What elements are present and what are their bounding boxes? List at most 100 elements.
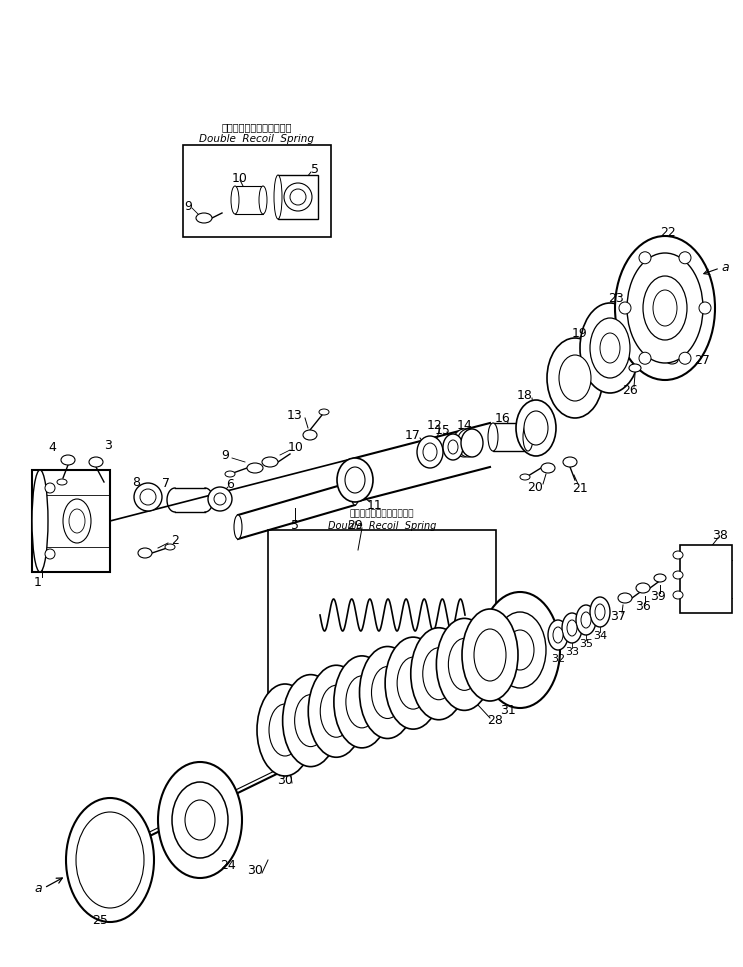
Ellipse shape: [360, 647, 415, 739]
Text: 2: 2: [171, 534, 179, 546]
Ellipse shape: [417, 436, 443, 468]
Ellipse shape: [66, 798, 154, 922]
Text: ダブルリコイルスプリング: ダブルリコイルスプリング: [350, 510, 415, 518]
Ellipse shape: [547, 338, 603, 418]
Ellipse shape: [673, 551, 683, 559]
Ellipse shape: [385, 637, 441, 729]
Ellipse shape: [524, 411, 548, 445]
Ellipse shape: [320, 686, 352, 737]
Ellipse shape: [61, 455, 75, 465]
Text: 15: 15: [435, 424, 451, 436]
Text: 30: 30: [277, 774, 293, 786]
Text: 39: 39: [650, 590, 666, 602]
Ellipse shape: [158, 762, 242, 878]
Ellipse shape: [334, 656, 390, 747]
Ellipse shape: [520, 474, 530, 480]
Ellipse shape: [581, 612, 591, 628]
Ellipse shape: [411, 628, 467, 719]
Ellipse shape: [562, 613, 582, 643]
Text: 34: 34: [593, 631, 607, 641]
Ellipse shape: [448, 638, 481, 690]
Text: 3: 3: [104, 438, 112, 452]
Ellipse shape: [523, 423, 533, 451]
Text: 18: 18: [517, 389, 533, 401]
Text: Double  Recoil  Spring: Double Recoil Spring: [200, 134, 314, 144]
Ellipse shape: [423, 443, 437, 461]
Ellipse shape: [679, 352, 691, 365]
Text: 36: 36: [635, 600, 651, 612]
Text: 32: 32: [551, 654, 565, 664]
Ellipse shape: [563, 457, 577, 467]
Ellipse shape: [654, 574, 666, 582]
Ellipse shape: [567, 620, 577, 636]
Text: 25: 25: [92, 914, 108, 926]
Text: 21: 21: [572, 482, 588, 494]
Ellipse shape: [590, 318, 630, 378]
Ellipse shape: [643, 276, 687, 340]
Ellipse shape: [290, 189, 306, 205]
Ellipse shape: [225, 471, 235, 477]
Ellipse shape: [595, 604, 605, 620]
Ellipse shape: [234, 515, 242, 539]
Ellipse shape: [257, 684, 313, 776]
Text: 31: 31: [500, 704, 516, 717]
Ellipse shape: [453, 429, 475, 457]
Ellipse shape: [138, 548, 152, 558]
Text: 12: 12: [427, 419, 443, 431]
Ellipse shape: [345, 467, 365, 493]
Ellipse shape: [488, 423, 498, 451]
Ellipse shape: [351, 481, 359, 505]
Bar: [183, 145, 331, 237]
Bar: [493, 423, 528, 451]
Text: 9: 9: [184, 199, 192, 213]
Ellipse shape: [580, 303, 640, 393]
Ellipse shape: [448, 440, 458, 454]
Ellipse shape: [63, 499, 91, 543]
Ellipse shape: [172, 782, 228, 858]
Ellipse shape: [559, 355, 591, 401]
Ellipse shape: [303, 430, 317, 440]
Text: 4: 4: [48, 441, 56, 454]
Text: Double  Recoil  Spring: Double Recoil Spring: [328, 521, 436, 531]
Text: 27: 27: [694, 354, 710, 366]
Ellipse shape: [397, 658, 429, 709]
Text: a: a: [34, 882, 42, 894]
Ellipse shape: [69, 509, 85, 533]
Text: 24: 24: [220, 859, 236, 871]
Text: 16: 16: [495, 412, 511, 425]
Ellipse shape: [629, 364, 641, 372]
Bar: [268, 530, 496, 695]
Ellipse shape: [553, 627, 563, 643]
Text: 26: 26: [622, 384, 638, 396]
Text: 28: 28: [487, 714, 503, 726]
Ellipse shape: [295, 694, 327, 747]
Ellipse shape: [639, 352, 651, 365]
Text: 14: 14: [457, 419, 473, 431]
Ellipse shape: [32, 470, 48, 572]
Text: 8: 8: [132, 476, 140, 488]
Text: 9: 9: [221, 449, 229, 461]
Ellipse shape: [165, 544, 175, 550]
Ellipse shape: [576, 605, 596, 635]
Ellipse shape: [231, 186, 239, 214]
Text: 37: 37: [610, 609, 626, 623]
Ellipse shape: [548, 620, 568, 650]
Ellipse shape: [590, 597, 610, 627]
Ellipse shape: [673, 591, 683, 599]
Text: 13: 13: [287, 408, 303, 422]
Text: 22: 22: [660, 225, 676, 239]
Ellipse shape: [653, 354, 663, 360]
Ellipse shape: [185, 800, 215, 840]
Ellipse shape: [462, 609, 518, 701]
Ellipse shape: [346, 676, 378, 728]
Ellipse shape: [269, 704, 301, 756]
Text: 29: 29: [347, 518, 363, 532]
Ellipse shape: [506, 630, 534, 670]
Text: 17: 17: [405, 428, 421, 442]
Text: 35: 35: [579, 639, 593, 649]
Ellipse shape: [494, 612, 546, 688]
Ellipse shape: [443, 434, 463, 460]
Ellipse shape: [618, 593, 632, 603]
Ellipse shape: [259, 186, 267, 214]
Ellipse shape: [45, 549, 55, 559]
